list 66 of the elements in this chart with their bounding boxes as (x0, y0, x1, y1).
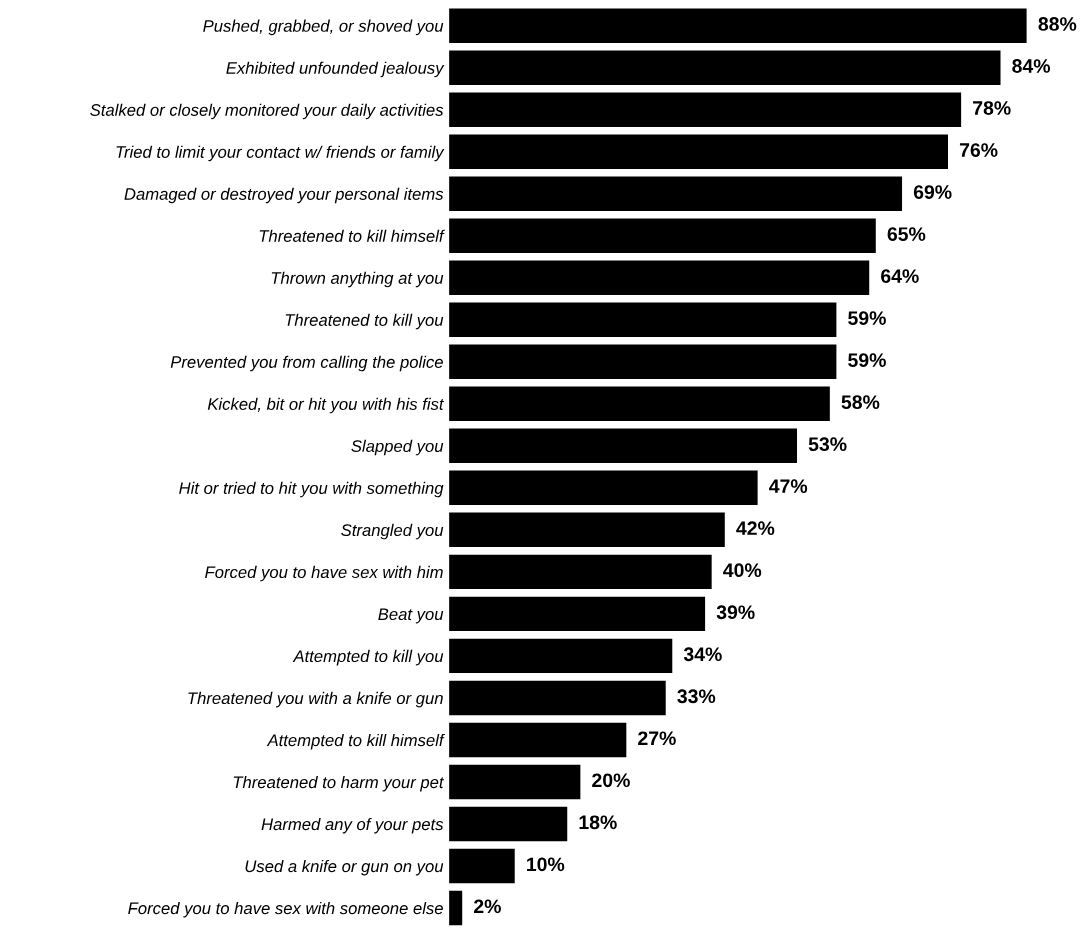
data-label: 33% (677, 689, 716, 704)
data-label: 34% (683, 647, 722, 662)
data-label: 76% (959, 143, 998, 157)
bar (449, 638, 673, 674)
bar (449, 134, 948, 169)
data-label: 40% (723, 563, 762, 578)
y-tick-label: Exhibited unfounded jealousy (226, 61, 445, 78)
y-tick-label: Threatened to kill himself (259, 229, 445, 242)
data-label: 88% (1038, 17, 1077, 31)
data-label: 27% (638, 731, 676, 746)
data-label: 84% (1012, 59, 1051, 73)
y-tick-label: Prevented you from calling the police (170, 355, 443, 372)
bar (449, 722, 627, 758)
data-label: 47% (769, 479, 808, 494)
data-label: 69% (913, 185, 952, 199)
bar (449, 554, 712, 590)
data-label: 65% (887, 227, 926, 241)
bar (449, 806, 568, 842)
bar (449, 764, 581, 800)
y-tick-label: Threatened to kill you (285, 313, 444, 330)
y-tick-label: Thrown anything at you (271, 271, 444, 288)
y-tick-label: Slapped you (351, 439, 444, 456)
bar (449, 596, 706, 632)
bar (449, 218, 876, 253)
y-tick-label: Attempted to kill himself (266, 733, 445, 750)
y-tick-label: Beat you (378, 608, 444, 624)
bar (449, 8, 1027, 43)
y-tick-label: Used a knife or gun on you (245, 859, 444, 876)
data-label: 42% (736, 521, 775, 536)
data-label: 59% (848, 353, 886, 367)
y-tick-label: Hit or tried to hit you with something (179, 481, 444, 498)
bar (449, 848, 515, 884)
y-tick-label: Kicked, bit or hit you with his fist (207, 397, 445, 414)
y-tick-label: Stalked or closely monitored your daily activities (90, 103, 444, 120)
y-tick-label: Pushed, grabbed, or shoved you (203, 19, 444, 36)
y-tick-label: Attempted to kill you (292, 649, 444, 666)
data-label: 18% (579, 815, 617, 830)
y-tick-label: Threatened to harm your pet (233, 775, 445, 792)
bar (449, 470, 758, 506)
bar (449, 890, 463, 926)
bar (449, 344, 837, 380)
y-tick-label: Damaged or destroyed your personal items (124, 187, 444, 204)
y-tick-label: Tried to limit your contact w/ friends or family (116, 145, 445, 162)
bar (449, 386, 830, 422)
data-label: 53% (808, 437, 847, 452)
y-tick-label: Forced you to have sex with someone else (128, 901, 443, 918)
bar (449, 512, 725, 548)
y-tick-label: Forced you to have sex with him (205, 565, 443, 582)
data-label: 64% (881, 269, 919, 283)
y-tick-label: Harmed any of your pets (261, 817, 444, 834)
data-label: 59% (848, 311, 886, 325)
data-label: 10% (527, 857, 565, 872)
bar (449, 428, 798, 464)
bar (449, 50, 1001, 85)
data-label: 78% (973, 101, 1011, 115)
y-tick-label: Strangled you (341, 523, 444, 540)
bar (449, 92, 962, 127)
data-label: 20% (592, 773, 630, 788)
bar (449, 260, 870, 295)
data-label: 2% (474, 899, 501, 914)
bar (449, 680, 666, 716)
bar (449, 302, 837, 337)
y-tick-label: Threatened you with a knife or gun (188, 691, 443, 708)
bar (449, 176, 903, 211)
data-label: 58% (841, 395, 880, 410)
data-label: 39% (716, 605, 755, 620)
